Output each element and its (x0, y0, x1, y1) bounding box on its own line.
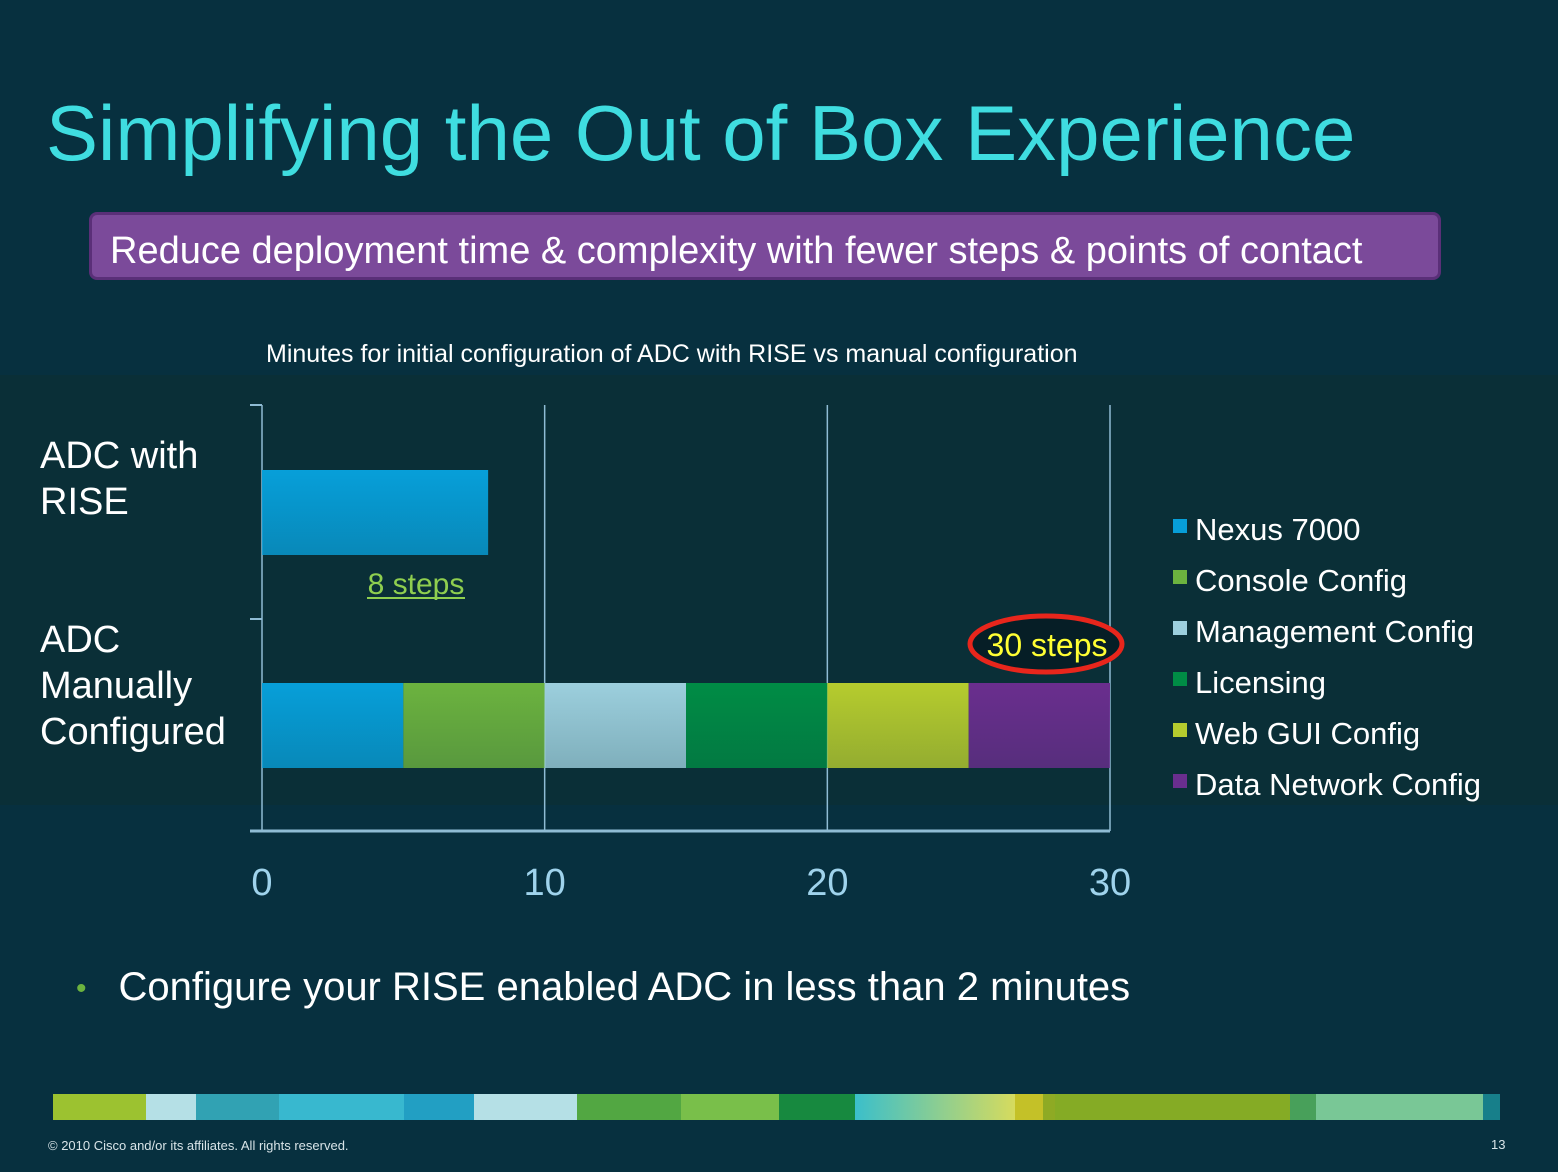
legend-swatch-icon (1173, 773, 1187, 788)
legend-label: Nexus 7000 (1195, 511, 1361, 547)
slide-title: Simplifying the Out of Box Experience (46, 89, 1356, 177)
legend-item: Web GUI Config (1173, 708, 1481, 759)
strip-segment (146, 1094, 196, 1120)
bar-segment (968, 683, 1110, 768)
legend-swatch-icon (1173, 518, 1187, 533)
category-line: Manually (40, 665, 193, 707)
page-number: 13 (1491, 1137, 1506, 1152)
subtitle-banner: Reduce deployment time & complexity with… (89, 212, 1441, 280)
strip-segment (779, 1094, 855, 1120)
x-tick-label: 30 (1089, 862, 1131, 904)
legend-label: Data Network Config (1195, 766, 1482, 802)
strip-segment (577, 1094, 681, 1120)
legend-swatch-icon (1173, 671, 1187, 686)
legend-label: Web GUI Config (1195, 715, 1421, 751)
bar-segment (262, 683, 404, 768)
legend-item: Management Config (1173, 606, 1481, 657)
category-line: ADC (40, 619, 121, 661)
legend-swatch-icon (1173, 620, 1187, 635)
x-tick-label: 10 (524, 862, 566, 904)
strip-segment (855, 1094, 1015, 1120)
strip-segment (1055, 1094, 1290, 1120)
strip-segment (53, 1094, 146, 1120)
strip-segment (1043, 1094, 1055, 1120)
category-line: Configured (40, 711, 226, 753)
bar-segment (403, 683, 545, 768)
annotation-30-steps: 30 steps (987, 627, 1108, 663)
bar-segment (827, 683, 969, 768)
bullet-item: • Configure your RISE enabled ADC in less… (76, 965, 1130, 1010)
copyright-footer: © 2010 Cisco and/or its affiliates. All … (48, 1138, 349, 1153)
legend-item: Licensing (1173, 657, 1481, 708)
legend-swatch-icon (1173, 569, 1187, 584)
legend-item: Console Config (1173, 555, 1481, 606)
category-label-manual: ADC Manually Configured (40, 617, 226, 755)
category-line: RISE (40, 481, 129, 523)
chart-title: Minutes for initial configuration of ADC… (266, 340, 1078, 368)
decorative-color-strip (53, 1094, 1500, 1120)
bar-segment (262, 470, 489, 555)
bullet-dot-icon: • (76, 972, 87, 1006)
annotation-circle (967, 613, 1125, 675)
bullet-text: Configure your RISE enabled ADC in less … (118, 965, 1131, 1009)
x-tick-label: 0 (251, 862, 272, 904)
annotation-8-steps: 8 steps (368, 568, 465, 601)
strip-segment (196, 1094, 279, 1120)
x-tick-label: 20 (806, 862, 848, 904)
legend-swatch-icon (1173, 722, 1187, 737)
strip-segment (1316, 1094, 1483, 1120)
strip-segment (1483, 1094, 1500, 1120)
strip-segment (404, 1094, 474, 1120)
legend-label: Management Config (1195, 613, 1475, 649)
strip-segment (1290, 1094, 1316, 1120)
strip-segment (1015, 1094, 1043, 1120)
category-label-rise: ADC with RISE (40, 433, 198, 525)
legend-item: Nexus 7000 (1173, 504, 1481, 555)
legend-label: Console Config (1195, 562, 1407, 598)
bar-segment (544, 683, 686, 768)
strip-segment (474, 1094, 577, 1120)
bar-segment (686, 683, 828, 768)
strip-segment (279, 1094, 404, 1120)
strip-segment (681, 1094, 779, 1120)
banner-text: Reduce deployment time & complexity with… (110, 230, 1363, 272)
chart-legend: Nexus 7000 Console Config Management Confi… (1173, 504, 1481, 810)
legend-item: Data Network Config (1173, 759, 1481, 810)
category-line: ADC with (40, 435, 199, 477)
legend-label: Licensing (1195, 664, 1326, 700)
